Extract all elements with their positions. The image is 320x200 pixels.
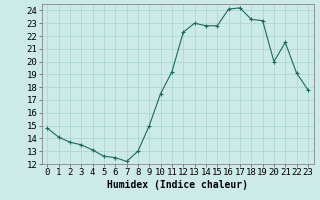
X-axis label: Humidex (Indice chaleur): Humidex (Indice chaleur) (107, 180, 248, 190)
